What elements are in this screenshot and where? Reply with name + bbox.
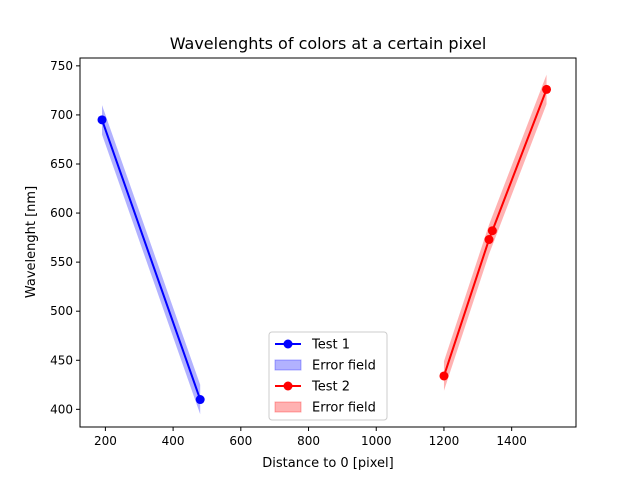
legend-box xyxy=(268,331,388,421)
x-tick-label: 1400 xyxy=(496,434,527,448)
x-tick-label: 1000 xyxy=(361,434,392,448)
x-tick-label: 200 xyxy=(94,434,117,448)
y-axis-label: Wavelenght [nm] xyxy=(24,186,39,298)
x-tick-label: 600 xyxy=(229,434,252,448)
series-2-point-3 xyxy=(487,226,497,236)
legend-label: Test 2 xyxy=(311,380,350,395)
series-1-point-2 xyxy=(195,395,205,405)
x-axis-ticks: 200 400 600 800 1000 1200 1400 xyxy=(94,427,527,448)
legend-label: Error field xyxy=(312,359,376,374)
legend-marker-swatch xyxy=(283,339,293,349)
y-tick-label: 700 xyxy=(50,108,73,122)
y-tick-label: 650 xyxy=(50,157,73,171)
chart-title: Wavelenghts of colors at a certain pixel xyxy=(170,34,487,53)
series-2-point-4 xyxy=(542,84,552,94)
legend-marker-swatch xyxy=(283,381,293,391)
x-axis-label: Distance to 0 [pixel] xyxy=(262,456,393,471)
legend: Test 1 Error field Test 2 Error field xyxy=(268,331,388,421)
legend-label: Error field xyxy=(312,401,376,416)
legend-items: Test 1 Error field Test 2 Error field xyxy=(274,338,376,416)
y-tick-label: 400 xyxy=(50,402,73,416)
series-line-2 xyxy=(443,89,548,377)
series-points xyxy=(97,84,552,405)
x-tick-label: 1200 xyxy=(429,434,460,448)
y-tick-label: 500 xyxy=(50,304,73,318)
series-2-point-1 xyxy=(439,371,449,381)
series-lines xyxy=(101,89,548,400)
series-line-1 xyxy=(101,119,202,400)
y-tick-label: 600 xyxy=(50,206,73,220)
y-tick-label: 450 xyxy=(50,353,73,367)
legend-patch-swatch xyxy=(274,359,302,371)
x-tick-label: 400 xyxy=(162,434,185,448)
y-tick-label: 750 xyxy=(50,59,73,73)
series-1-point-1 xyxy=(97,115,107,125)
plot-frame xyxy=(79,57,577,428)
y-axis-ticks: 400 450 500 550 600 650 700 750 xyxy=(50,59,80,416)
x-tick-label: 800 xyxy=(297,434,320,448)
legend-label: Test 1 xyxy=(311,338,350,353)
y-tick-label: 550 xyxy=(50,255,73,269)
legend-patch-swatch xyxy=(274,401,302,413)
series-2-point-2 xyxy=(484,235,494,245)
